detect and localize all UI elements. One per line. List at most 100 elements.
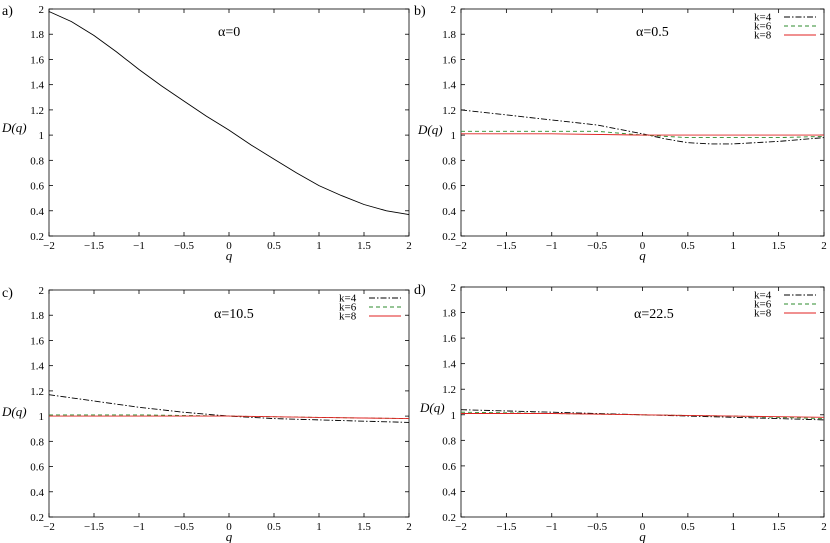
y-tick-label: 1.2 xyxy=(442,384,456,396)
x-tick-label: 0.5 xyxy=(681,521,695,533)
y-tick-label: 0.6 xyxy=(442,461,456,473)
x-tick-label: 0 xyxy=(640,521,646,533)
legend-label: k=8 xyxy=(339,311,357,323)
x-tick-label: −0.5 xyxy=(174,240,194,252)
y-tick-label: 1.6 xyxy=(30,335,44,347)
y-tick-label: 1.4 xyxy=(442,359,456,371)
series-line-k6 xyxy=(49,414,410,420)
y-tick-label: 1 xyxy=(39,411,45,423)
y-tick-label: 1.8 xyxy=(442,29,456,41)
alpha-annotation: α=0.5 xyxy=(636,25,669,40)
x-tick-label: −2 xyxy=(43,240,55,252)
x-tick-label: −2 xyxy=(455,240,467,252)
x-tick-label: 1 xyxy=(731,521,737,533)
y-tick-label: 0.4 xyxy=(442,486,456,498)
x-tick-label: −1 xyxy=(546,521,558,533)
x-axis-label: q xyxy=(226,248,233,263)
x-tick-label: −2 xyxy=(455,521,467,533)
x-tick-label: 1 xyxy=(731,240,737,252)
x-tick-label: −0.5 xyxy=(587,240,607,252)
panel-label: c) xyxy=(2,286,13,301)
x-tick-label: −1.5 xyxy=(84,521,104,533)
y-tick-label: 1.4 xyxy=(442,80,456,92)
y-tick-label: 0.6 xyxy=(442,181,456,193)
x-tick-label: 2 xyxy=(406,521,412,533)
series-line-main xyxy=(48,11,410,216)
y-tick-label: 2 xyxy=(39,285,45,297)
x-axis-label: q xyxy=(639,529,646,543)
x-tick-label: 1.5 xyxy=(772,521,786,533)
y-tick-label: 0.6 xyxy=(30,462,44,474)
y-tick-label: 2 xyxy=(451,4,457,16)
x-tick-label: −1 xyxy=(546,240,558,252)
x-tick-label: 0 xyxy=(640,240,646,252)
y-tick-label: 1.6 xyxy=(30,54,44,66)
x-tick-label: 0 xyxy=(226,521,232,533)
y-tick-label: 0.6 xyxy=(30,181,44,193)
x-tick-label: 0.5 xyxy=(267,521,281,533)
y-tick-label: 1.6 xyxy=(442,54,456,66)
series-line-k4 xyxy=(460,109,825,145)
series-line-k6 xyxy=(461,130,825,139)
y-tick-label: 0.4 xyxy=(30,487,44,499)
x-tick-label: 2 xyxy=(821,240,827,252)
legend-label: k=4 xyxy=(339,293,357,305)
x-tick-label: −1.5 xyxy=(496,240,516,252)
legend-label: k=8 xyxy=(754,308,772,320)
y-tick-label: 0.8 xyxy=(442,155,456,167)
y-axis-label: D(q) xyxy=(417,122,443,137)
x-tick-label: 0.5 xyxy=(267,240,281,252)
x-tick-label: 1.5 xyxy=(357,521,371,533)
panel-a: −2 −1.5 −1 −0.5 0 0.5 1 1.5 2 0.2 0.4 0.6 0.8 1 1.2 1.4… xyxy=(1,4,412,263)
panel-label: d) xyxy=(414,283,426,298)
y-tick-label: 1.8 xyxy=(30,29,44,41)
x-axis-label: q xyxy=(226,529,233,543)
x-tick-label: −0.5 xyxy=(174,521,194,533)
alpha-annotation: α=0 xyxy=(218,25,240,40)
y-axis-label: D(q) xyxy=(1,404,27,419)
x-tick-label: 0.5 xyxy=(681,240,695,252)
x-tick-label: 0 xyxy=(226,240,232,252)
alpha-annotation: α=22.5 xyxy=(634,307,674,322)
y-tick-label: 1 xyxy=(39,130,45,142)
legend-label: k=6 xyxy=(339,302,357,314)
series-line-k8 xyxy=(461,413,825,418)
x-tick-label: −2 xyxy=(43,521,55,533)
y-tick-label: 0.8 xyxy=(30,155,44,167)
panel-c: −2 −1.5 −1 −0.5 0 0.5 1 1.5 2 0.2 0.4 0.6 0.8 1 1.2 1.4… xyxy=(1,285,412,543)
y-tick-label: 1.8 xyxy=(30,310,44,322)
x-tick-label: −1 xyxy=(133,521,145,533)
y-tick-label: 0.2 xyxy=(30,231,44,243)
y-tick-label: 0.4 xyxy=(442,206,456,218)
series-line-k8 xyxy=(461,133,824,136)
y-tick-label: 0.4 xyxy=(30,206,44,218)
y-tick-label: 1.4 xyxy=(30,361,44,373)
x-tick-label: 1 xyxy=(316,521,322,533)
y-tick-label: 1.2 xyxy=(442,105,456,117)
x-tick-label: −1.5 xyxy=(496,521,516,533)
series-line-k8 xyxy=(49,415,410,420)
y-tick-label: 0.2 xyxy=(442,512,456,524)
x-tick-label: 2 xyxy=(821,521,827,533)
y-tick-label: 1 xyxy=(451,410,457,422)
x-tick-label: 1.5 xyxy=(357,240,371,252)
y-tick-label: 1.2 xyxy=(30,105,44,117)
x-tick-label: −1.5 xyxy=(84,240,104,252)
plot-frame xyxy=(48,8,410,237)
y-tick-label: 1.2 xyxy=(30,386,44,398)
legend-label: k=8 xyxy=(754,30,772,42)
y-tick-label: 1.6 xyxy=(442,333,456,345)
y-tick-label: 0.2 xyxy=(442,231,456,243)
y-axis-label: D(q) xyxy=(419,400,445,415)
y-tick-label: 1.4 xyxy=(30,80,44,92)
panel-b: −2 −1.5 −1 −0.5 0 0.5 1 1.5 2 0.2 0.4 0.6 0.8 1 1.2 1.4… xyxy=(414,4,827,263)
y-tick-label: 1.8 xyxy=(442,308,456,320)
x-axis-label: q xyxy=(639,248,646,263)
panel-d: −2 −1.5 −1 −0.5 0 0.5 1 1.5 2 0.2 0.4 0.6 0.8 1 1.2 1.4… xyxy=(414,282,827,543)
y-tick-label: 0.8 xyxy=(30,436,44,448)
x-tick-label: 1 xyxy=(316,240,322,252)
y-tick-label: 0.8 xyxy=(442,435,456,447)
legend-label: k=6 xyxy=(754,299,772,311)
panel-label: b) xyxy=(414,4,426,19)
